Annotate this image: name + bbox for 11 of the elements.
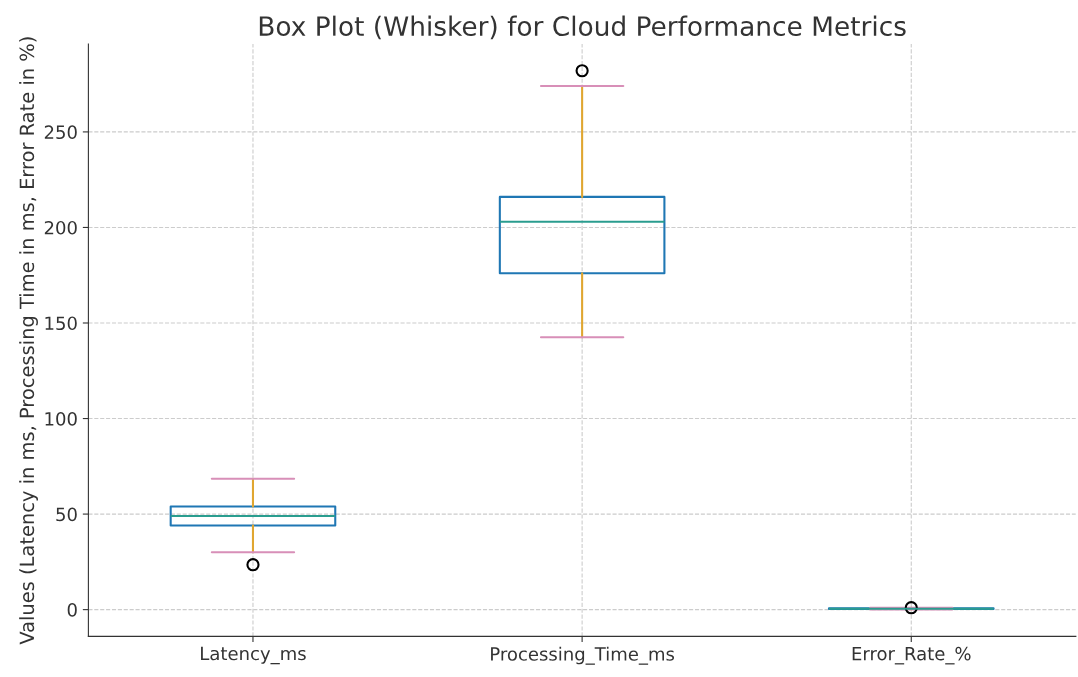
y-tick-label: 100 (45, 412, 77, 426)
y-tick-label: 50 (56, 507, 77, 522)
y-tick-label: 150 (45, 316, 77, 331)
x-tick-label: Latency_ms (201, 646, 306, 665)
y-tick-label: 250 (44, 125, 77, 140)
x-tick-label: Processing_Time_ms (491, 646, 675, 665)
y-axis-title: Values (Latency in ms, Processing Time in ms, Error Rate in %) (19, 37, 38, 645)
chart-title: Box Plot (Whisker) for Cloud Performance Metrics (259, 15, 906, 40)
y-tick-label: 200 (44, 220, 77, 235)
y-tick-label: 0 (67, 603, 77, 617)
x-tick-label: Error_Rate_% (852, 646, 971, 665)
